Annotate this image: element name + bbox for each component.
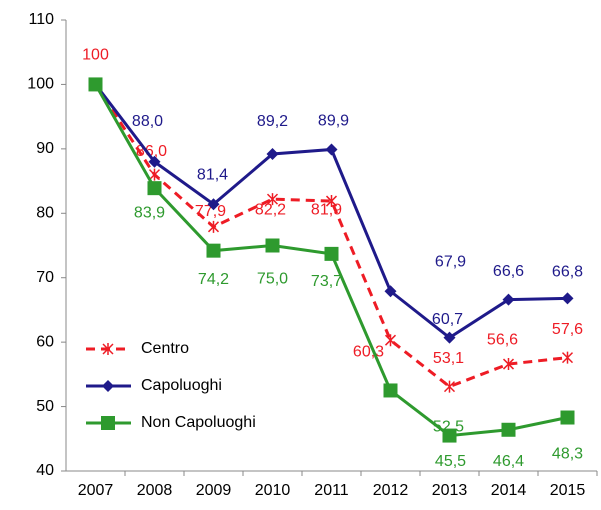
data-label: 77,9 [195, 203, 226, 220]
data-point [502, 358, 515, 371]
y-tick-label: 80 [36, 205, 54, 222]
data-point [501, 422, 516, 437]
data-point [324, 246, 339, 261]
data-label: 53,1 [433, 350, 464, 367]
data-point [207, 220, 220, 233]
y-tick-label: 50 [36, 398, 54, 415]
data-point [266, 148, 279, 161]
x-tick-label: 2008 [137, 482, 173, 499]
x-tick-label: 2009 [196, 482, 232, 499]
data-point [560, 410, 575, 425]
data-point [561, 292, 574, 305]
legend-marker [102, 343, 114, 355]
data-label: 48,3 [552, 446, 583, 463]
data-label: 66,6 [493, 263, 524, 280]
data-label: 56,6 [487, 331, 518, 348]
data-label: 89,2 [257, 113, 288, 130]
data-point [384, 334, 397, 347]
data-label: 52,5 [433, 419, 464, 436]
x-tick-label: 2012 [373, 482, 409, 499]
data-point [443, 331, 456, 344]
y-tick-label: 100 [27, 76, 54, 93]
data-point [147, 181, 162, 196]
legend-marker [102, 380, 114, 392]
data-point [88, 77, 103, 92]
data-point [206, 243, 221, 258]
data-point [443, 380, 456, 393]
data-point [266, 193, 279, 206]
legend-marker [101, 416, 115, 430]
y-tick-label: 90 [36, 140, 54, 157]
x-tick-label: 2007 [78, 482, 114, 499]
data-point [325, 143, 338, 156]
data-label: 88,0 [132, 113, 163, 130]
data-label: 66,8 [552, 264, 583, 281]
data-point [148, 155, 161, 168]
legend-label: Non Capoluoghi [141, 414, 256, 431]
x-tick-label: 2014 [491, 482, 527, 499]
data-point [207, 198, 220, 211]
data-point [384, 285, 397, 298]
data-label: 74,2 [198, 271, 229, 288]
data-label: 45,5 [435, 453, 466, 470]
x-tick-label: 2010 [255, 482, 291, 499]
data-point [148, 168, 161, 181]
data-point [325, 195, 338, 208]
data-label: 67,9 [435, 253, 466, 270]
data-label: 89,9 [318, 113, 349, 130]
y-tick-label: 60 [36, 333, 54, 350]
data-label: 81,4 [197, 166, 228, 183]
data-label: 100 [82, 47, 109, 64]
data-point [442, 428, 457, 443]
data-point [383, 383, 398, 398]
legend-label: Centro [141, 340, 189, 357]
y-tick-label: 110 [28, 11, 54, 28]
data-label: 83,9 [134, 204, 165, 221]
data-label: 75,0 [257, 271, 288, 288]
data-point [502, 293, 515, 306]
data-label: 81,9 [311, 201, 342, 218]
data-point [561, 351, 574, 364]
y-tick-label: 70 [36, 269, 54, 286]
data-point [265, 238, 280, 253]
data-label: 57,6 [552, 321, 583, 338]
data-label: 60,7 [432, 311, 463, 328]
x-tick-label: 2013 [432, 482, 468, 499]
legend-label: Capoluoghi [141, 377, 222, 394]
data-label: 60,3 [353, 343, 384, 360]
data-label: 82,2 [255, 201, 286, 218]
x-tick-label: 2015 [550, 482, 586, 499]
x-tick-label: 2011 [314, 482, 349, 499]
y-tick-label: 40 [36, 462, 54, 479]
data-label: 73,7 [311, 273, 342, 290]
data-label: 46,4 [493, 453, 524, 470]
